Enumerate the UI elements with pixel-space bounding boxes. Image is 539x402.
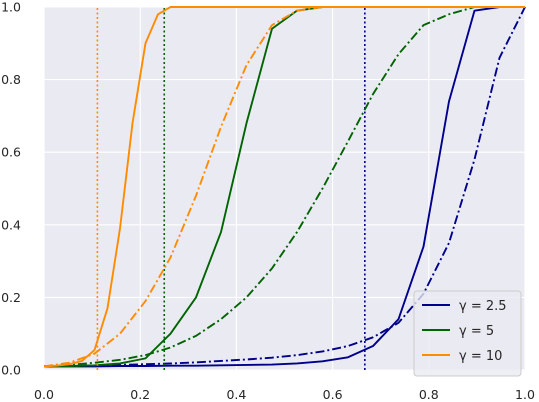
y-tick-label: 0.8 <box>1 72 21 87</box>
legend: γ = 2.5 γ = 5 γ = 10 <box>413 290 522 377</box>
y-tick-labels: 0.0 0.2 0.4 0.6 0.8 1.0 <box>1 0 21 378</box>
series-line-4-dashdot <box>43 6 525 368</box>
series-line-7-dashdot <box>43 6 525 368</box>
x-tick-label: 0.2 <box>130 387 150 402</box>
legend-label: γ = 10 <box>459 349 502 364</box>
y-tick-label: 0.2 <box>1 290 21 305</box>
series-line-0-solid <box>44 6 525 368</box>
grid <box>43 6 526 371</box>
y-tick-label: 1.0 <box>1 0 21 15</box>
x-tick-label: 0.8 <box>419 387 439 402</box>
x-tick-label: 0.4 <box>226 387 246 402</box>
series-line-1-dashdot <box>43 6 526 368</box>
legend-label: γ = 2.5 <box>459 299 507 314</box>
series-layer <box>43 6 526 370</box>
x-tick-label: 1.0 <box>515 387 535 402</box>
y-tick-label: 0.0 <box>1 363 21 378</box>
x-tick-label: 0.0 <box>34 387 54 402</box>
x-tick-label: 0.6 <box>323 387 343 402</box>
y-tick-label: 0.4 <box>1 217 21 232</box>
legend-label: γ = 5 <box>459 324 494 339</box>
x-tick-labels: 0.0 0.2 0.4 0.6 0.8 1.0 <box>34 387 535 402</box>
y-tick-label: 0.6 <box>1 145 21 160</box>
